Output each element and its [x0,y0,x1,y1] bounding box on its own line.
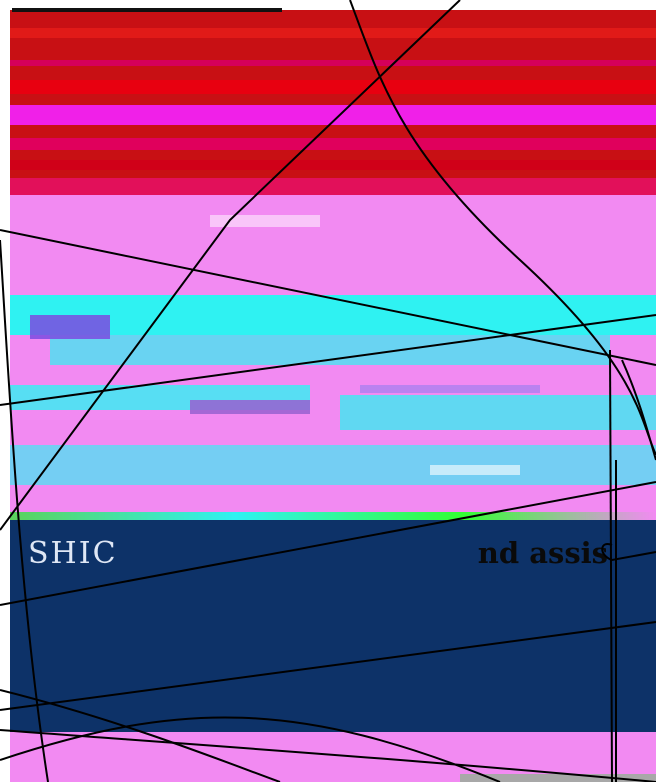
glitch-noise [190,400,310,414]
glitch-stripe [10,125,656,133]
glitch-stripe [10,178,656,195]
top-black-bar [12,8,282,12]
bottom-glitch-region [10,732,656,782]
gray-glitch-block [460,774,656,782]
cyan-band [340,395,656,430]
glitch-stripe [10,138,656,150]
red-glitch-region [10,10,656,195]
glitch-stripe [10,28,656,38]
glitch-stripe [10,105,656,125]
magenta-cyan-glitch-region [10,195,656,520]
cyan-band [50,335,610,365]
glitch-noise [430,465,520,475]
glitch-stripe [10,160,656,170]
glitch-noise [360,385,540,393]
cyan-band [10,445,656,485]
glitch-noise [210,215,320,227]
left-margin [0,0,10,782]
navy-banner: SHIC nd assis [10,520,656,732]
glitch-stripe [10,60,656,66]
banner-left-text: SHIC [28,536,118,571]
green-glitch-strip [10,512,656,520]
glitch-noise [30,315,110,339]
banner-right-text: nd assis [477,536,608,570]
glitch-stripe [10,80,656,94]
